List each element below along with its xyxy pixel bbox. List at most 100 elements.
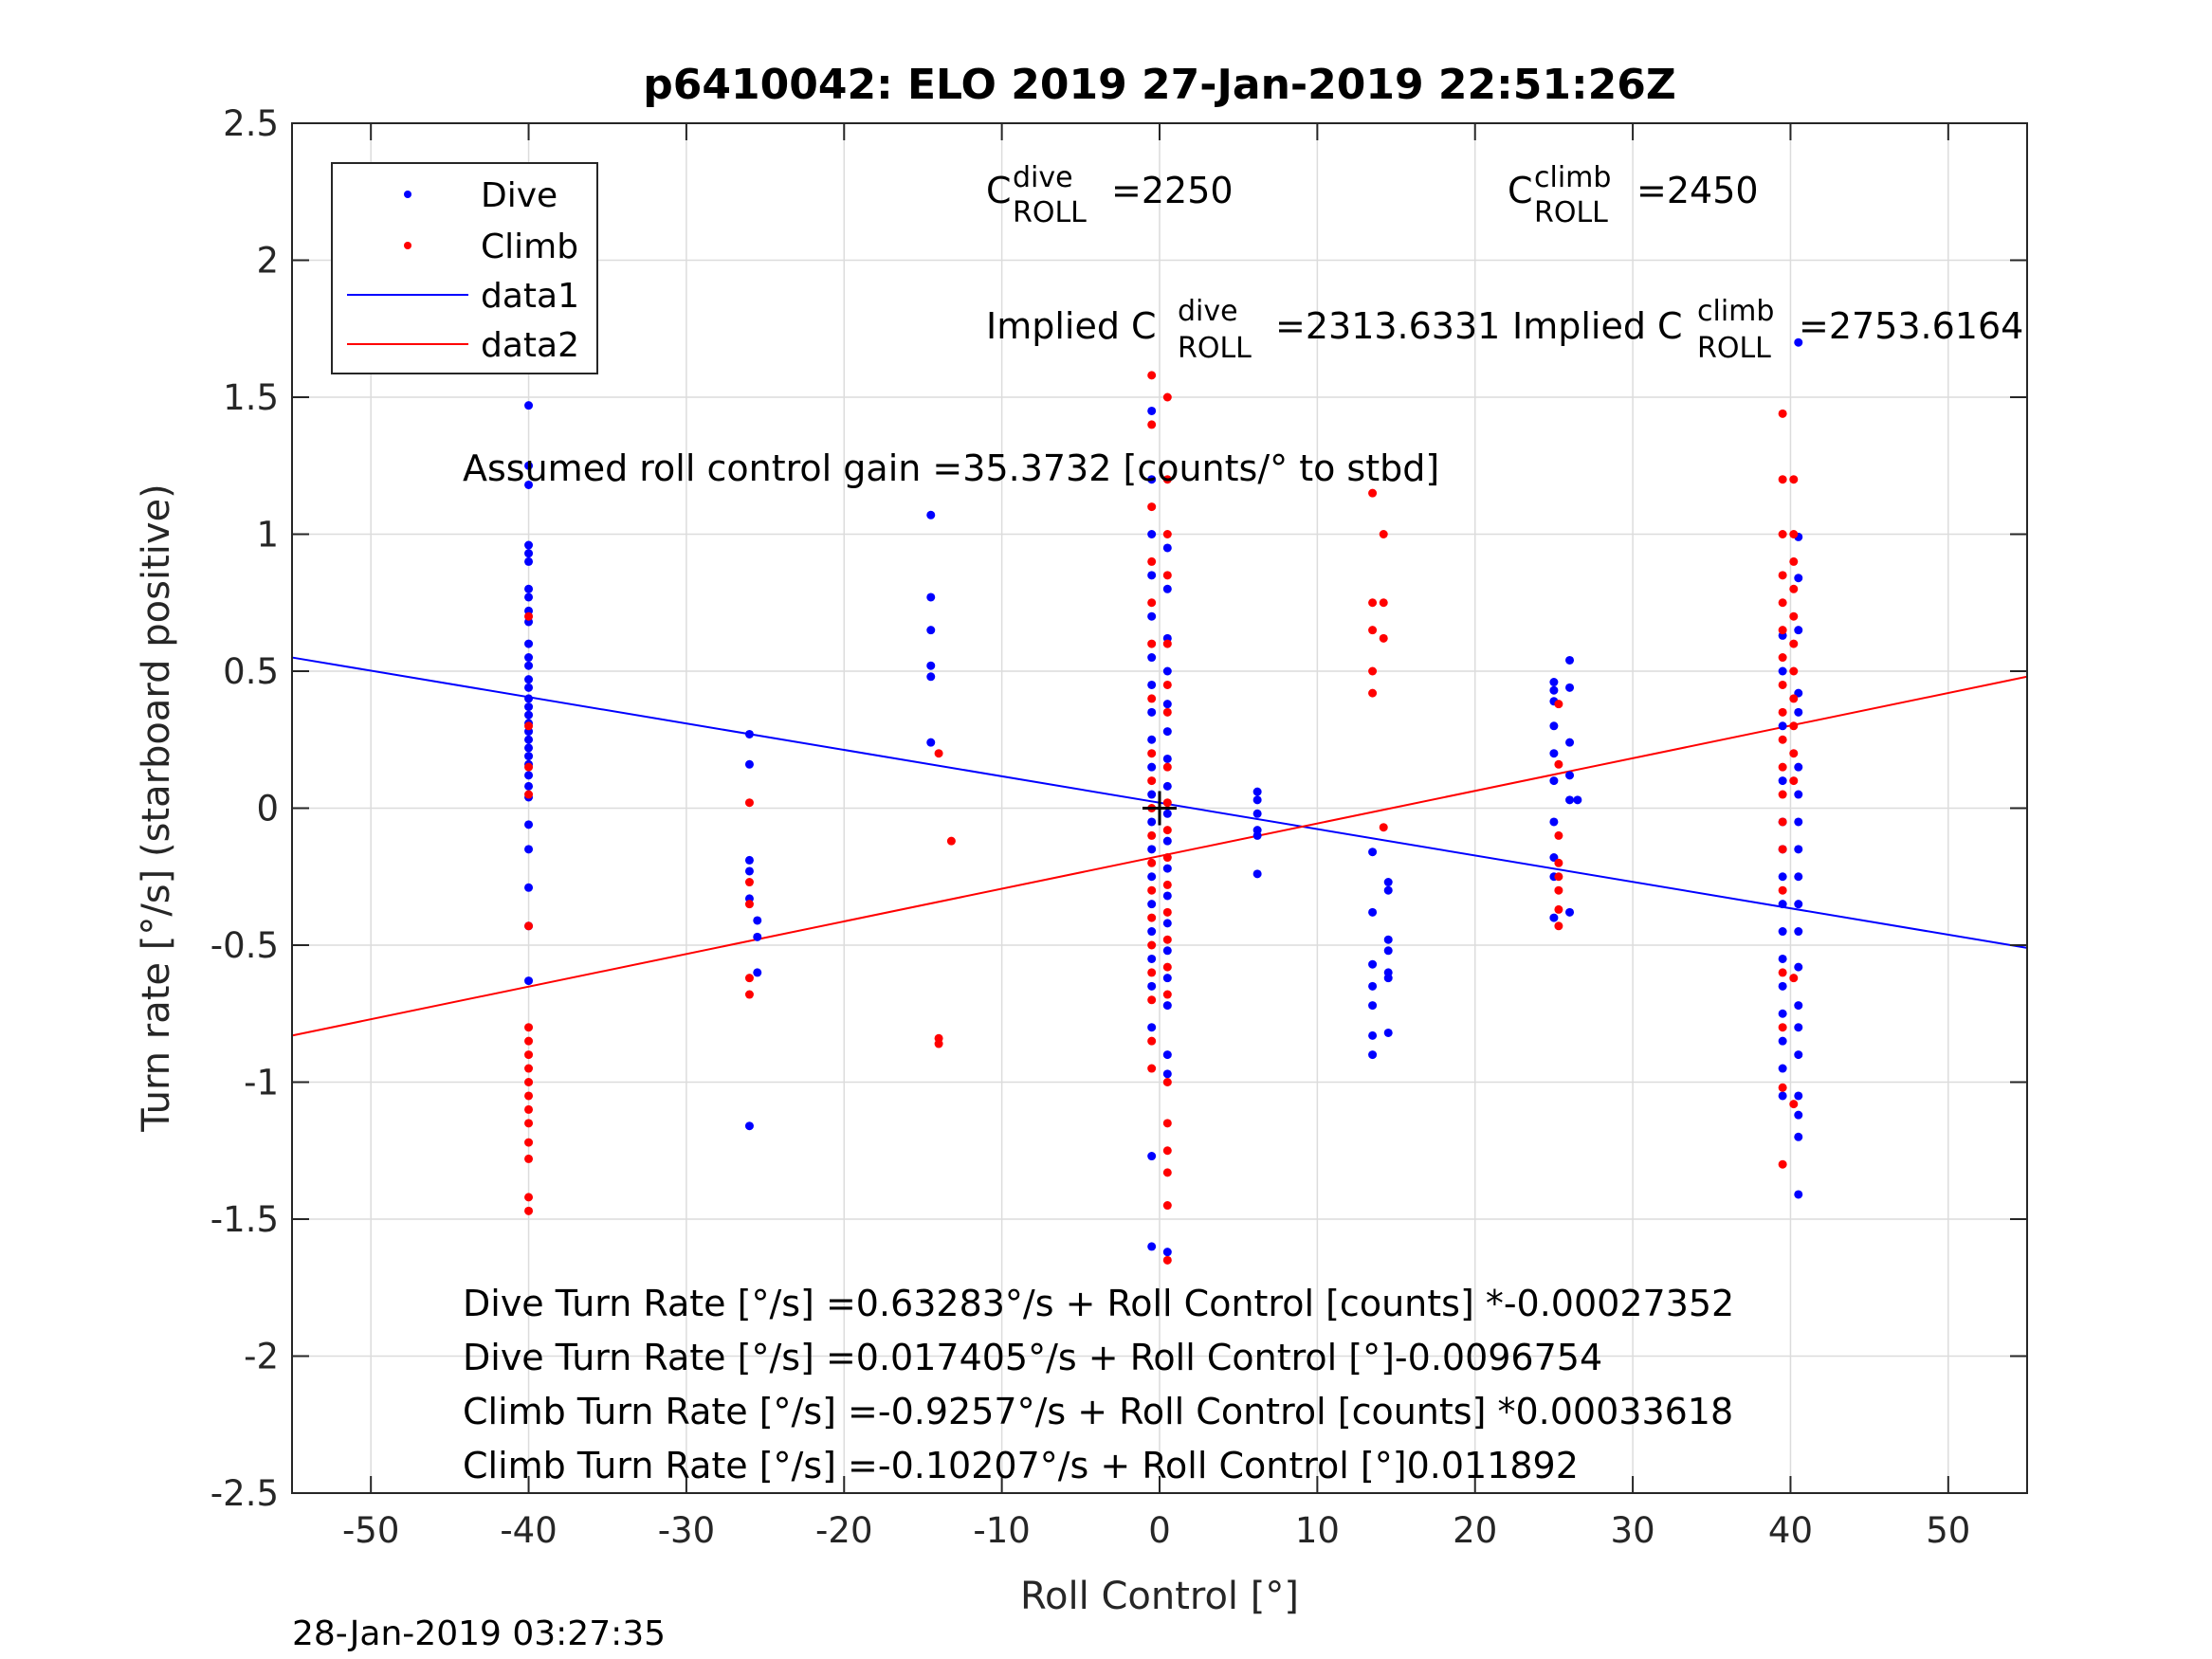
climb-point <box>1147 885 1157 895</box>
dive-point <box>524 771 534 780</box>
climb-point <box>1789 1100 1799 1109</box>
climb-point <box>1554 830 1563 840</box>
dive-point <box>1383 878 1393 887</box>
dive-point <box>1147 707 1157 717</box>
dive-point <box>1778 900 1787 909</box>
dive-point <box>524 675 534 684</box>
x-tick-label: 30 <box>1611 1510 1655 1551</box>
dive-counts-equation: Dive Turn Rate [°/s] =0.63283°/s + Roll … <box>463 1283 1734 1324</box>
dive-point <box>524 743 534 753</box>
c-climb-sub: ROLL <box>1534 196 1608 229</box>
implied-dive-annotation: Implied C dive ROLL =2313.6331 <box>986 295 1500 365</box>
dive-point <box>524 820 534 830</box>
dive-point <box>1794 574 1803 583</box>
dive-point <box>1147 790 1157 799</box>
dive-point <box>1162 946 1172 956</box>
x-tick-label: -30 <box>658 1510 715 1551</box>
climb-point <box>1162 1119 1172 1128</box>
climb-point <box>1162 880 1172 889</box>
dive-point <box>1778 1009 1787 1018</box>
dive-point <box>1794 817 1803 827</box>
climb-point <box>1147 556 1157 566</box>
dive-point <box>524 781 534 791</box>
climb-point <box>524 921 534 931</box>
x-tick-label: 20 <box>1453 1510 1497 1551</box>
dive-point <box>1368 848 1378 857</box>
legend-dive-label: Dive <box>481 176 558 215</box>
climb-point <box>1554 904 1563 914</box>
climb-point <box>524 1091 534 1101</box>
y-tick-label: 0 <box>256 789 279 830</box>
climb-point <box>1162 853 1172 863</box>
dive-point <box>1147 845 1157 854</box>
dive-series <box>524 337 1803 1257</box>
legend-data1-label: data1 <box>481 277 579 316</box>
climb-point <box>1379 633 1388 643</box>
climb-point <box>1778 707 1787 717</box>
dive-degrees-equation: Dive Turn Rate [°/s] =0.017405°/s + Roll… <box>463 1337 1602 1378</box>
climb-point <box>524 1206 534 1215</box>
climb-point <box>524 1036 534 1046</box>
climb-point <box>1147 502 1157 512</box>
climb-point <box>1789 749 1799 758</box>
climb-point <box>524 1119 534 1128</box>
climb-point <box>1162 1078 1172 1086</box>
dive-point <box>1794 707 1803 717</box>
climb-point <box>1162 798 1172 808</box>
dive-point <box>1252 809 1262 818</box>
climb-point <box>1778 598 1787 608</box>
c-dive-value: =2250 <box>1111 170 1234 211</box>
dive-point <box>524 883 534 892</box>
climb-point <box>1778 817 1787 827</box>
climb-point <box>1162 680 1172 689</box>
dive-point <box>1549 817 1559 827</box>
climb-point <box>744 900 754 909</box>
dive-point <box>524 480 534 489</box>
dive-point <box>1778 776 1787 786</box>
dive-point <box>1162 727 1172 737</box>
dive-point <box>1162 809 1172 818</box>
dive-point <box>1147 900 1157 909</box>
y-tick-label: 1.5 <box>223 377 279 418</box>
climb-point <box>744 798 754 808</box>
dive-point <box>1147 872 1157 882</box>
c-dive-sup: dive <box>1013 161 1073 194</box>
dive-point <box>1162 666 1172 676</box>
climb-point <box>1162 762 1172 772</box>
dive-point <box>1573 795 1582 805</box>
climb-point <box>1162 1201 1172 1211</box>
climb-point <box>524 1064 534 1073</box>
timestamp: 28-Jan-2019 03:27:35 <box>292 1614 666 1653</box>
dive-point <box>1794 1190 1803 1199</box>
dive-point <box>1778 721 1787 731</box>
dive-point <box>524 556 534 566</box>
x-tick-label: 50 <box>1926 1510 1970 1551</box>
dive-point <box>1147 653 1157 663</box>
dive-point <box>753 916 762 925</box>
c-climb-main: C <box>1508 170 1533 211</box>
climb-point <box>1162 639 1172 648</box>
dive-point <box>1778 1064 1787 1073</box>
dive-point <box>1549 776 1559 786</box>
climb-point <box>1778 845 1787 854</box>
dive-point <box>1794 337 1803 347</box>
center-marker <box>1143 791 1177 826</box>
dive-point <box>926 626 936 635</box>
dive-point <box>1794 927 1803 937</box>
climb-point <box>1379 530 1388 538</box>
dive-point <box>1778 927 1787 937</box>
implied-dive-value: =2313.6331 <box>1275 305 1500 347</box>
climb-point <box>1162 1255 1172 1265</box>
dive-point <box>1147 530 1157 538</box>
dive-point <box>1794 1091 1803 1101</box>
dive-point <box>1162 1069 1172 1079</box>
dive-point <box>524 735 534 744</box>
climb-point <box>1147 598 1157 608</box>
dive-point <box>1147 1152 1157 1161</box>
dive-point <box>926 672 936 682</box>
legend-climb-swatch <box>404 242 411 249</box>
climb-point <box>524 611 534 621</box>
climb-point <box>1162 1146 1172 1156</box>
dive-point <box>1549 749 1559 758</box>
